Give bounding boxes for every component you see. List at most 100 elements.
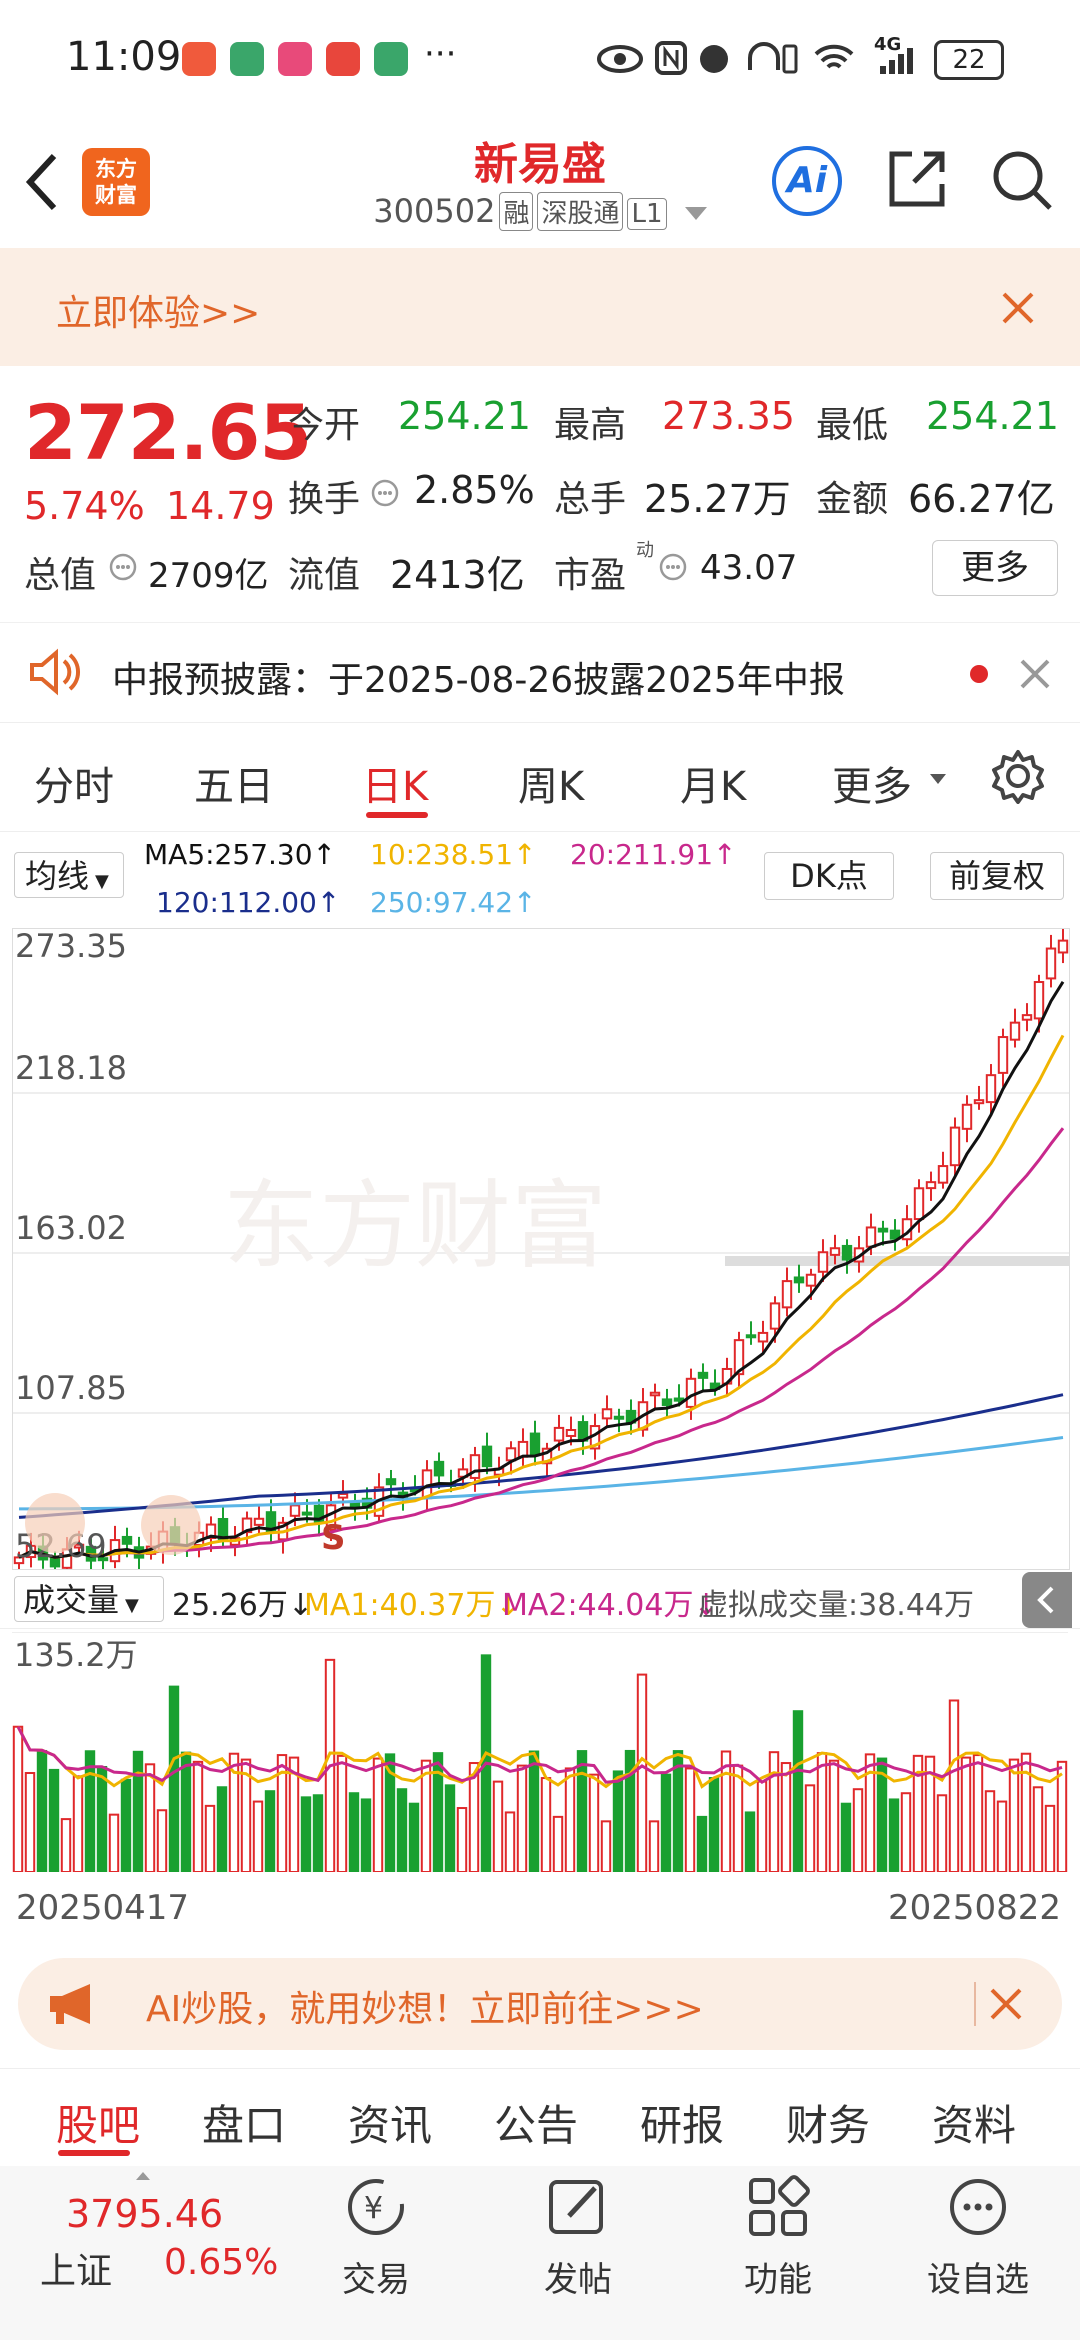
volume-chart[interactable]: 135.2万 bbox=[12, 1631, 1068, 1874]
virtual-volume: 虚拟成交量:38.44万 bbox=[698, 1588, 974, 1623]
candle-body bbox=[553, 1426, 565, 1442]
eastmoney-logo: 东方 财富 bbox=[82, 148, 150, 216]
share-icon[interactable] bbox=[884, 146, 950, 212]
indicator-selector[interactable]: 均线 ▼ bbox=[14, 852, 124, 898]
tab-pankou[interactable]: 盘口 bbox=[202, 2101, 287, 2150]
forward-adjust-button[interactable]: 前复权 bbox=[930, 852, 1064, 900]
info-icon[interactable] bbox=[658, 552, 688, 582]
close-icon[interactable] bbox=[1018, 657, 1052, 691]
tab-monthly-k[interactable]: 月K bbox=[680, 764, 747, 810]
nav-post[interactable]: 发帖 bbox=[508, 2166, 648, 2301]
tab-daily-k[interactable]: 日K bbox=[362, 764, 429, 810]
candle-body bbox=[697, 1371, 709, 1379]
ma10-value: 10:238.51↑ bbox=[370, 838, 537, 871]
search-icon[interactable] bbox=[988, 146, 1056, 214]
info-icon[interactable] bbox=[370, 478, 400, 508]
kline-chart[interactable]: 东方财富 273.35 218.18 163.02 107.85 52.69 S bbox=[12, 927, 1070, 1581]
volume-bar bbox=[444, 1784, 456, 1873]
tab-guba[interactable]: 股吧 bbox=[56, 2101, 141, 2150]
tab-announcements[interactable]: 公告 bbox=[494, 2101, 579, 2150]
nav-functions[interactable]: 功能 bbox=[708, 2166, 848, 2301]
volume-ma2: MA2:44.04万↓ bbox=[502, 1588, 719, 1623]
volume-bar bbox=[1008, 1758, 1020, 1873]
chart-end-date: 20250822 bbox=[888, 1888, 1062, 1928]
volume-bar bbox=[816, 1752, 828, 1873]
candle-body bbox=[769, 1302, 781, 1330]
info-icon[interactable] bbox=[108, 552, 138, 582]
logo-line: 东方 bbox=[95, 157, 137, 181]
stock-code-row[interactable]: 300502 融深股通 L1 bbox=[0, 192, 1080, 231]
tab-more[interactable]: 更多 bbox=[832, 764, 912, 810]
sell-signal-marker[interactable] bbox=[141, 1495, 201, 1555]
volume-bar bbox=[36, 1749, 48, 1873]
ma10-line bbox=[18, 1034, 1065, 1559]
gear-icon[interactable] bbox=[990, 748, 1046, 804]
stock-code: 300502 bbox=[373, 192, 496, 230]
nav-add-watchlist[interactable]: 设自选 bbox=[908, 2166, 1048, 2301]
tab-finance[interactable]: 财务 bbox=[786, 2101, 871, 2150]
status-bar: 11:09 ··· 4G 22 bbox=[0, 0, 1080, 120]
volume-bar bbox=[408, 1802, 420, 1874]
ai-promo-banner[interactable]: AI炒股，就用妙想！立即前往>>> bbox=[18, 1958, 1062, 2050]
candle-body bbox=[781, 1280, 793, 1309]
promo-banner[interactable]: 立即体验>> bbox=[0, 248, 1080, 366]
notification-app-icon bbox=[182, 42, 216, 76]
back-arrow-icon[interactable] bbox=[22, 150, 62, 214]
dk-point-button[interactable]: DK点 bbox=[764, 852, 894, 900]
buy-signal-marker[interactable] bbox=[25, 1493, 85, 1553]
close-icon[interactable] bbox=[1000, 290, 1036, 326]
y-tick-label: 107.85 bbox=[15, 1369, 127, 1407]
tab-profile[interactable]: 资料 bbox=[932, 2101, 1017, 2150]
more-button[interactable]: 更多 bbox=[932, 540, 1058, 596]
volume-ma1: MA1:40.37万↓ bbox=[304, 1588, 521, 1623]
candle-body bbox=[121, 1535, 133, 1545]
volume-bar bbox=[648, 1820, 660, 1873]
volume-canvas: 135.2万 bbox=[12, 1631, 1068, 1874]
candle-body bbox=[913, 1187, 925, 1221]
current-price: 272.65 bbox=[24, 388, 312, 477]
kline-tab-bar bbox=[0, 722, 1080, 832]
tab-research[interactable]: 研报 bbox=[640, 2101, 725, 2150]
tab-intraday[interactable]: 分时 bbox=[34, 764, 114, 810]
volume-bar bbox=[192, 1760, 204, 1873]
chevron-up-icon bbox=[136, 2172, 150, 2180]
volume-bar bbox=[888, 1798, 900, 1873]
volume-bar bbox=[744, 1811, 756, 1874]
volume-bar bbox=[300, 1796, 312, 1873]
chevron-down-icon: ▼ bbox=[125, 1595, 139, 1616]
candle-body bbox=[985, 1074, 997, 1104]
volume-bar bbox=[144, 1763, 156, 1873]
candle-body bbox=[745, 1334, 757, 1339]
tab-weekly-k[interactable]: 周K bbox=[518, 764, 585, 810]
nav-trade[interactable]: ¥ 交易 bbox=[306, 2166, 446, 2301]
collapse-panel-button[interactable] bbox=[1022, 1572, 1072, 1628]
index-ticker[interactable]: 3795.46 上证 0.65% bbox=[24, 2166, 284, 2316]
nav-add-watchlist-label: 设自选 bbox=[927, 2260, 1029, 2300]
volume-indicator-selector[interactable]: 成交量 ▼ bbox=[14, 1576, 164, 1622]
index-change: 0.65% bbox=[164, 2242, 279, 2283]
low-label: 最低 bbox=[816, 405, 889, 446]
wifi-icon bbox=[814, 44, 854, 69]
volume-bar bbox=[768, 1751, 780, 1873]
volume-bar bbox=[252, 1800, 264, 1874]
volume-bar bbox=[168, 1685, 180, 1873]
eye-icon bbox=[597, 45, 643, 73]
tab-five-day[interactable]: 五日 bbox=[194, 764, 274, 810]
close-icon[interactable] bbox=[988, 1986, 1024, 2022]
tab-news[interactable]: 资讯 bbox=[348, 2101, 433, 2150]
high-value: 273.35 bbox=[662, 394, 795, 438]
y-tick-label: 273.35 bbox=[15, 929, 127, 965]
candle-body bbox=[601, 1408, 613, 1420]
volume-bar bbox=[516, 1764, 528, 1873]
ai-assistant-icon[interactable]: Ai bbox=[772, 146, 842, 216]
market-cap-value: 2709亿 bbox=[148, 556, 269, 596]
ma20-value: 20:211.91↑ bbox=[570, 838, 737, 871]
volume-bar bbox=[336, 1754, 348, 1873]
chevron-left-icon bbox=[1037, 1586, 1054, 1614]
notice-bar[interactable]: 中报预披露：于2025-08-26披露2025年中报 bbox=[0, 622, 1080, 725]
pe-label: 市盈 bbox=[554, 555, 627, 596]
volume-bar bbox=[348, 1792, 360, 1874]
volume-bar bbox=[612, 1770, 624, 1873]
dropdown-caret-icon bbox=[684, 206, 707, 220]
candle-body bbox=[13, 1556, 25, 1565]
